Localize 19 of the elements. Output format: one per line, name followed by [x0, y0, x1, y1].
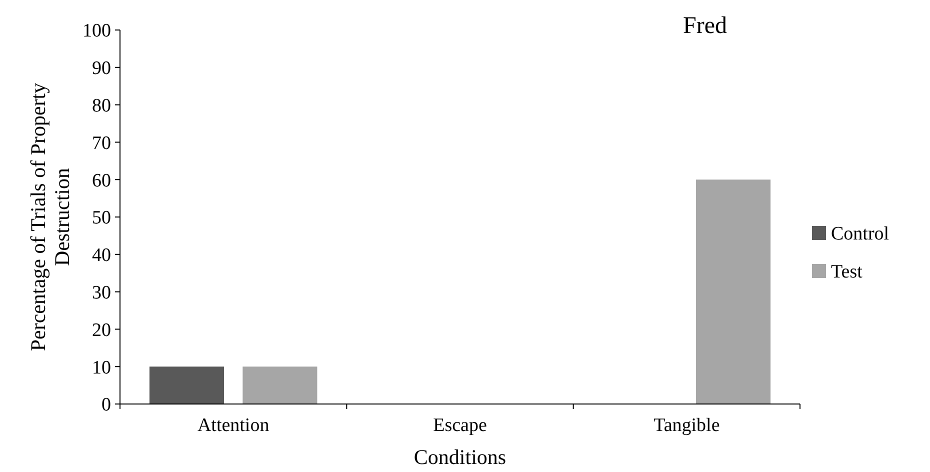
y-tick-label: 0 — [102, 394, 111, 416]
y-tick-label: 50 — [92, 208, 111, 229]
y-tick-label: 60 — [92, 170, 111, 192]
y-tick-label: 20 — [92, 320, 111, 341]
y-tick-label: 80 — [92, 95, 111, 116]
x-tick-label: Attention — [197, 415, 270, 436]
legend-label: Test — [831, 262, 864, 283]
legend-label: Control — [831, 224, 890, 245]
y-tick-label: 40 — [92, 245, 111, 266]
chart-title: Fred — [683, 13, 727, 39]
y-tick-label: 10 — [92, 357, 111, 378]
x-axis-title: Conditions — [414, 445, 506, 469]
y-axis-title: Percentage of Trials of Property Destruction — [26, 82, 74, 352]
y-tick-label: 90 — [92, 58, 111, 80]
y-tick-label: 70 — [92, 132, 111, 154]
y-tick-label: 30 — [92, 282, 111, 304]
x-tick-label: Tangible — [654, 415, 720, 436]
y-tick-label: 100 — [82, 20, 111, 42]
x-tick-label: Escape — [433, 415, 487, 436]
